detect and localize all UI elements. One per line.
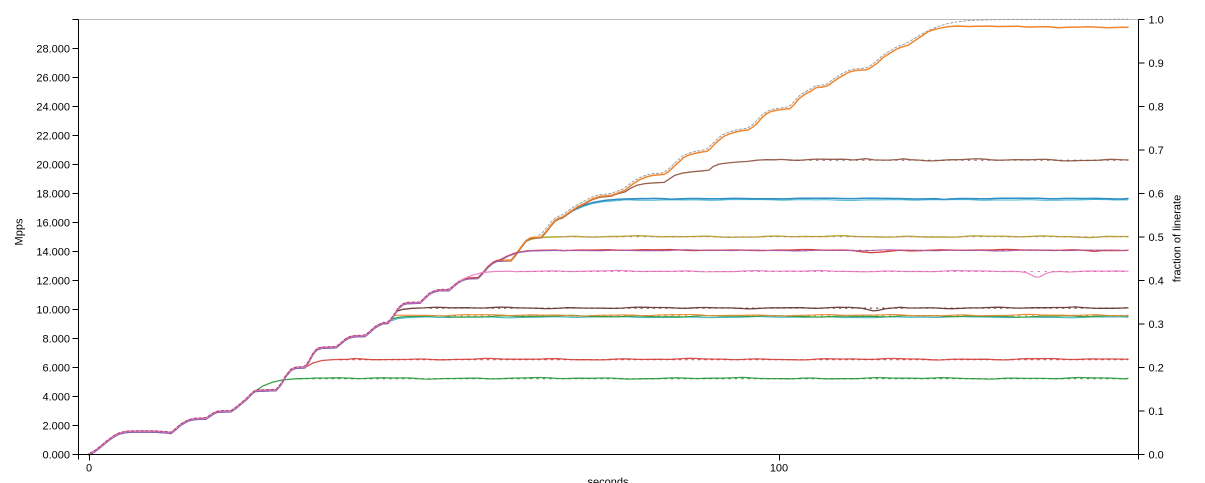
svg-text:0.5: 0.5 — [1149, 232, 1164, 244]
svg-text:20.000: 20.000 — [36, 159, 70, 171]
svg-text:Mpps: Mpps — [14, 218, 26, 245]
svg-text:16.000: 16.000 — [36, 217, 70, 229]
svg-text:0: 0 — [86, 463, 92, 475]
svg-text:14.000: 14.000 — [36, 246, 70, 258]
svg-text:0.000: 0.000 — [42, 449, 70, 461]
svg-text:12.000: 12.000 — [36, 275, 70, 287]
svg-text:fraction of linerate: fraction of linerate — [1172, 195, 1184, 282]
svg-text:0.9: 0.9 — [1149, 58, 1164, 70]
svg-text:0.4: 0.4 — [1149, 275, 1164, 287]
svg-text:seconds: seconds — [588, 477, 629, 483]
svg-text:28.000: 28.000 — [36, 43, 70, 55]
svg-text:0.1: 0.1 — [1149, 406, 1164, 418]
svg-text:10.000: 10.000 — [36, 304, 70, 316]
svg-text:22.000: 22.000 — [36, 130, 70, 142]
svg-text:100: 100 — [770, 463, 788, 475]
svg-text:4.000: 4.000 — [42, 391, 70, 403]
svg-text:18.000: 18.000 — [36, 188, 70, 200]
svg-text:0.0: 0.0 — [1149, 449, 1164, 461]
svg-text:0.2: 0.2 — [1149, 362, 1164, 374]
svg-text:1.0: 1.0 — [1149, 14, 1164, 26]
svg-text:8.000: 8.000 — [42, 333, 70, 345]
svg-text:0.8: 0.8 — [1149, 101, 1164, 113]
svg-text:6.000: 6.000 — [42, 362, 70, 374]
svg-text:0.6: 0.6 — [1149, 188, 1164, 200]
svg-text:0.7: 0.7 — [1149, 145, 1164, 157]
svg-text:24.000: 24.000 — [36, 101, 70, 113]
svg-text:2.000: 2.000 — [42, 420, 70, 432]
svg-text:0.3: 0.3 — [1149, 319, 1164, 331]
svg-text:26.000: 26.000 — [36, 72, 70, 84]
